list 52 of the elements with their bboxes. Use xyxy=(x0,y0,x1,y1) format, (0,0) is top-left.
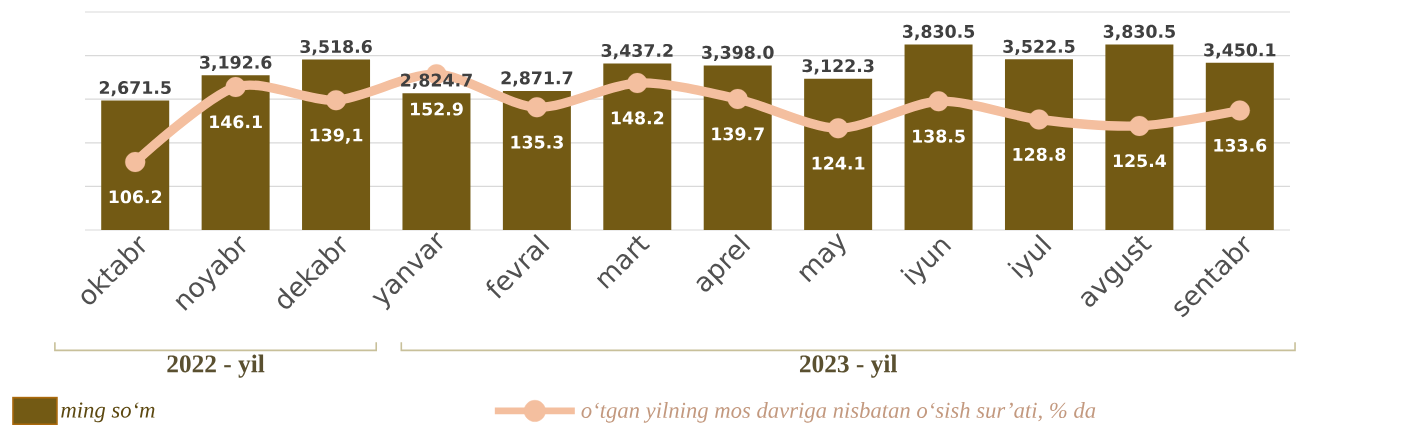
point xyxy=(828,118,849,139)
bar xyxy=(502,90,571,230)
bar xyxy=(402,93,471,230)
bar xyxy=(1205,62,1274,230)
data-label: 3,437.2 xyxy=(601,43,673,60)
data-label: 3,518.6 xyxy=(300,39,372,56)
bar xyxy=(804,78,873,230)
data-label: 2,871.7 xyxy=(501,71,573,87)
x-tick-label: iyul xyxy=(1007,234,1052,279)
bar xyxy=(302,59,371,230)
data-label: 3,398.0 xyxy=(702,45,774,62)
text: 2023 - yil xyxy=(799,354,897,378)
data-label: 3,522.5 xyxy=(1003,39,1075,56)
bar xyxy=(904,44,973,230)
data-label: 3,830.5 xyxy=(1103,24,1175,41)
data-label: 3,122.3 xyxy=(802,59,874,75)
point xyxy=(325,90,347,111)
point xyxy=(627,72,648,94)
point xyxy=(1129,115,1150,136)
bar xyxy=(603,63,672,230)
bar xyxy=(1004,59,1073,230)
data-label: 135.3 xyxy=(511,135,563,149)
bar xyxy=(201,75,270,230)
data-label: 2,824.7 xyxy=(401,73,472,89)
legend-label: ming so‘m xyxy=(61,402,155,423)
bar xyxy=(1105,44,1174,230)
data-label: 152.9 xyxy=(411,102,463,116)
point xyxy=(1229,100,1250,121)
bar xyxy=(703,65,772,230)
data-label: 139,1 xyxy=(310,128,363,144)
point xyxy=(526,97,547,118)
data-label: 133.6 xyxy=(1214,138,1267,152)
point xyxy=(727,88,748,110)
data-label: 3,450.1 xyxy=(1204,43,1276,59)
bar xyxy=(101,100,170,230)
text: 2022 - yil xyxy=(167,354,265,378)
data-label: 124.1 xyxy=(812,156,865,170)
data-label: 138.5 xyxy=(913,129,965,143)
data-label: 106.2 xyxy=(109,190,162,204)
legend-label: o‘tgan yilning mos davriga nisbatan o‘sish sur’ati, % da xyxy=(581,402,1096,423)
data-label: 3,192.6 xyxy=(200,55,272,72)
data-label: 3,830.5 xyxy=(902,24,975,41)
data-label: 139.7 xyxy=(712,127,764,141)
data-label: 2,671.5 xyxy=(99,80,171,97)
data-label: 148.2 xyxy=(611,111,664,125)
point xyxy=(225,76,246,98)
point xyxy=(928,91,949,112)
data-label: 128.8 xyxy=(1013,147,1066,161)
point xyxy=(1028,109,1050,130)
point xyxy=(125,151,146,173)
data-label: 125.4 xyxy=(1113,154,1167,168)
data-label: 146.1 xyxy=(210,115,262,129)
